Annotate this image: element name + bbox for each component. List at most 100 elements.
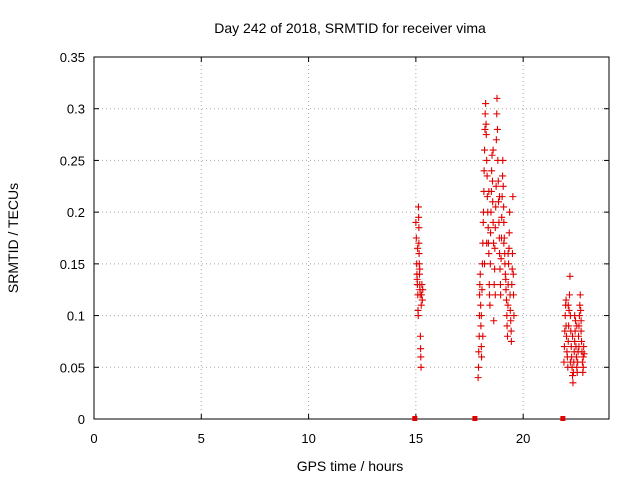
data-point <box>503 312 511 320</box>
data-point <box>415 213 423 221</box>
data-point <box>416 332 424 340</box>
data-point <box>572 353 580 361</box>
y-tick-label: 0 <box>78 412 85 427</box>
data-point <box>577 327 585 335</box>
data-point <box>569 372 577 380</box>
data-point <box>417 291 425 299</box>
data-point <box>575 332 583 340</box>
data-point <box>509 270 517 278</box>
data-point <box>566 358 574 366</box>
data-point <box>494 198 502 206</box>
data-point <box>505 244 513 252</box>
data-point <box>482 100 490 108</box>
data-point <box>571 312 579 320</box>
data-point <box>505 260 513 268</box>
data-point <box>489 146 497 154</box>
data-point <box>498 213 506 221</box>
x-axis-label: GPS time / hours <box>297 458 404 474</box>
data-point <box>507 317 515 325</box>
data-point <box>476 281 484 289</box>
data-point <box>502 286 510 294</box>
data-point <box>577 317 585 325</box>
data-point <box>481 110 489 118</box>
data-point <box>500 218 508 226</box>
axis-ticks <box>93 56 609 420</box>
data-point <box>505 229 513 237</box>
data-point <box>417 353 425 361</box>
data-point <box>418 296 426 304</box>
data-point <box>481 260 489 268</box>
data-point <box>560 358 568 366</box>
data-point <box>490 317 498 325</box>
x-tick-label: 10 <box>301 431 315 446</box>
data-point <box>481 125 489 133</box>
data-point <box>477 322 485 330</box>
data-point <box>496 281 504 289</box>
x-tick-label: 0 <box>90 431 97 446</box>
data-point <box>504 332 512 340</box>
data-point <box>496 265 504 273</box>
data-point <box>483 156 491 164</box>
y-tick-label: 0.05 <box>60 360 85 375</box>
data-point <box>478 353 486 361</box>
data-point <box>566 291 574 299</box>
data-point <box>490 281 498 289</box>
data-point <box>491 291 499 299</box>
x-tick-label: 5 <box>198 431 205 446</box>
data-point <box>499 182 507 190</box>
data-point <box>510 291 518 299</box>
data-point <box>477 312 485 320</box>
data-point <box>561 327 569 335</box>
data-point <box>560 343 568 351</box>
y-axis-label: SRMTID / TECUs <box>5 183 21 293</box>
data-point <box>474 374 482 382</box>
data-point <box>563 332 571 340</box>
data-point <box>483 239 491 247</box>
data-point <box>579 363 587 371</box>
data-point <box>493 125 501 133</box>
data-point <box>476 270 484 278</box>
data-point <box>571 327 579 335</box>
data-point <box>493 110 501 118</box>
data-point <box>484 224 492 232</box>
data-points <box>412 94 588 421</box>
data-point <box>479 332 487 340</box>
data-point <box>417 345 425 353</box>
tick-labels: 0 5 10 15 20 0 0.05 0.1 0.15 0.2 0.25 0.3 0.35 <box>60 50 531 446</box>
data-point <box>415 224 423 232</box>
data-point <box>577 306 585 314</box>
data-point <box>485 250 493 258</box>
data-point <box>487 208 495 216</box>
data-point <box>483 172 491 180</box>
data-point <box>507 337 515 345</box>
data-point <box>418 281 426 289</box>
data-point <box>569 379 577 387</box>
data-point <box>486 301 494 309</box>
data-point <box>510 312 518 320</box>
data-point <box>507 327 515 335</box>
data-point <box>491 224 499 232</box>
data-point <box>509 193 517 201</box>
data-point <box>476 291 484 299</box>
data-point <box>562 296 570 304</box>
data-point <box>494 177 502 185</box>
data-point <box>490 239 498 247</box>
data-point <box>492 136 500 144</box>
data-point <box>414 203 422 211</box>
plot-frame <box>93 56 610 420</box>
data-point <box>492 182 500 190</box>
data-point <box>414 312 422 320</box>
data-point <box>565 306 573 314</box>
data-point <box>485 187 493 195</box>
data-point <box>579 353 587 361</box>
data-point <box>508 281 516 289</box>
chart-title: Day 242 of 2018, SRMTID for receiver vim… <box>214 20 486 36</box>
data-point <box>472 416 478 421</box>
data-point <box>565 322 573 330</box>
data-point <box>417 363 425 371</box>
data-point <box>560 416 566 421</box>
data-point <box>483 193 491 201</box>
data-point <box>477 343 485 351</box>
